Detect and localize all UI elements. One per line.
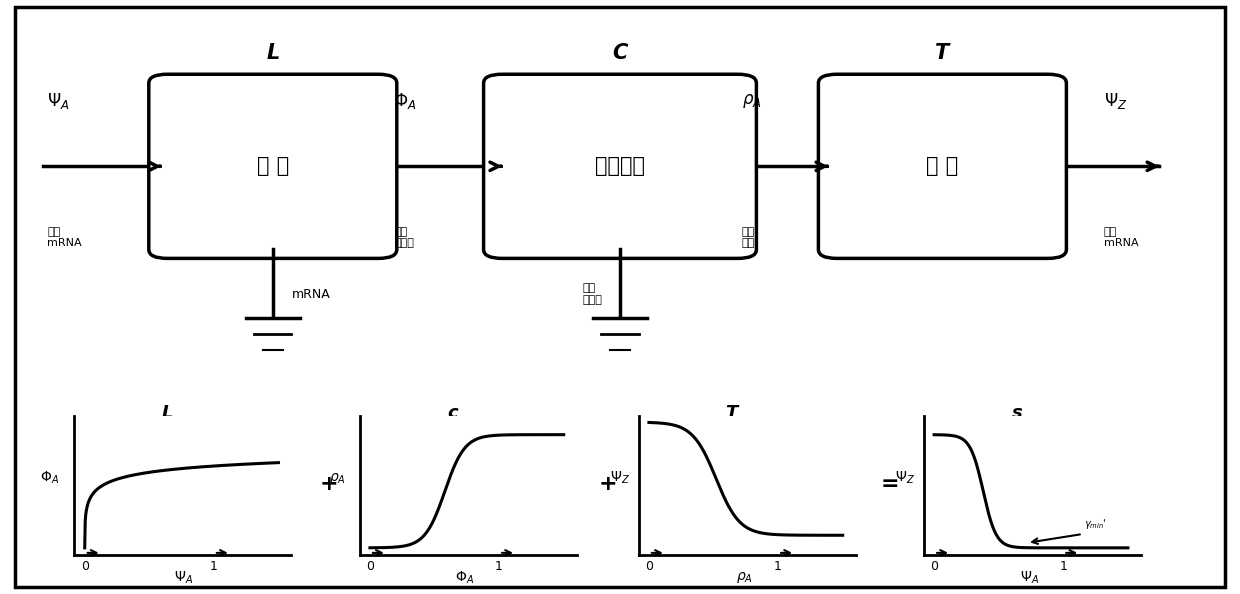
Text: mRNA: mRNA <box>291 287 330 301</box>
Text: T: T <box>935 43 950 64</box>
Text: $\Psi_Z$: $\Psi_Z$ <box>1104 91 1127 111</box>
Text: C: C <box>613 43 627 64</box>
Text: +: + <box>319 474 339 494</box>
Text: +: + <box>598 474 618 494</box>
Text: 输入
蛋白质: 输入 蛋白质 <box>583 283 603 305</box>
FancyBboxPatch shape <box>484 74 756 258</box>
Text: $\rho_A$: $\rho_A$ <box>742 92 761 110</box>
Text: 抑制
作用: 抑制 作用 <box>742 227 755 248</box>
Text: T: T <box>725 404 738 422</box>
Text: 输入
mRNA: 输入 mRNA <box>47 227 82 248</box>
Text: L: L <box>161 404 174 422</box>
FancyBboxPatch shape <box>818 74 1066 258</box>
Text: 输入
蛋白质: 输入 蛋白质 <box>394 227 414 248</box>
Text: $\Psi_A$: $\Psi_A$ <box>1019 570 1039 586</box>
Text: 调控绑定: 调控绑定 <box>595 156 645 176</box>
Text: $\Psi_A$: $\Psi_A$ <box>174 570 193 586</box>
Text: $\Phi_A$: $\Phi_A$ <box>40 470 60 486</box>
Text: $\Phi_A$: $\Phi_A$ <box>455 570 475 586</box>
Text: $\Psi_Z$: $\Psi_Z$ <box>895 470 915 486</box>
Text: $\Psi_A$: $\Psi_A$ <box>47 91 69 111</box>
Text: 转 录: 转 录 <box>257 156 289 176</box>
Text: $\rho_A$: $\rho_A$ <box>735 570 753 586</box>
Text: L: L <box>267 43 279 64</box>
Text: 翻 译: 翻 译 <box>926 156 959 176</box>
Text: $\rho_A$: $\rho_A$ <box>329 470 346 486</box>
Text: 输出
mRNA: 输出 mRNA <box>1104 227 1138 248</box>
Text: $\gamma_{min}$': $\gamma_{min}$' <box>1084 517 1106 532</box>
Text: $\Psi_Z$: $\Psi_Z$ <box>610 470 630 486</box>
FancyBboxPatch shape <box>149 74 397 258</box>
Text: s: s <box>1012 404 1022 422</box>
Text: $\Phi_A$: $\Phi_A$ <box>394 91 417 111</box>
Text: c: c <box>448 404 458 422</box>
Text: =: = <box>880 474 900 494</box>
